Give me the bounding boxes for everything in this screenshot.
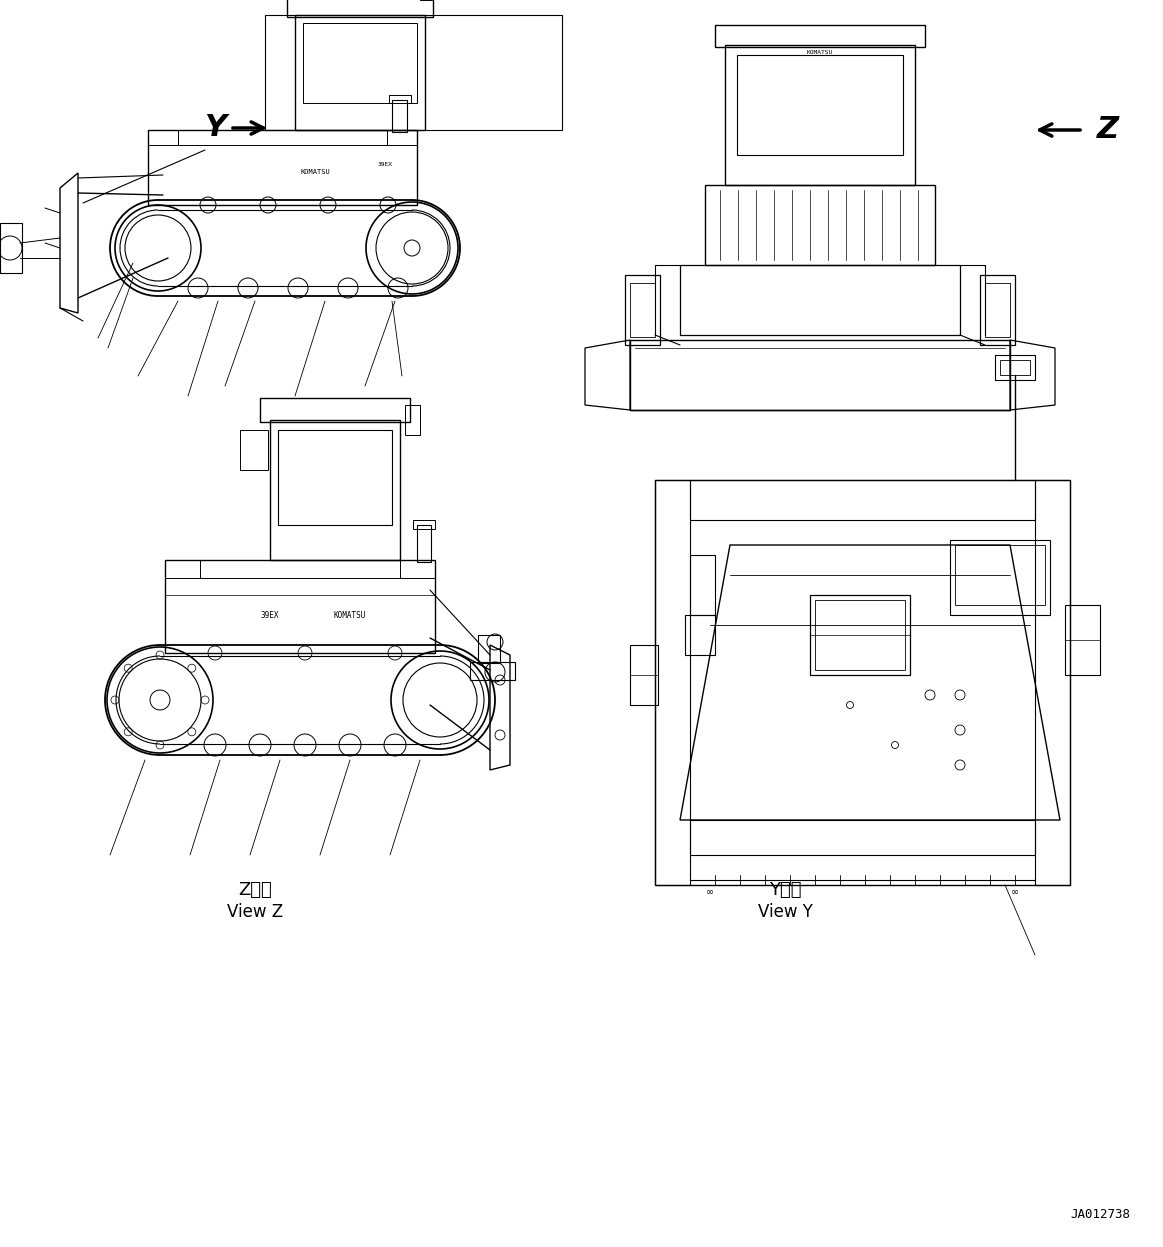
Bar <box>478 635 500 663</box>
Bar <box>625 276 659 345</box>
Bar <box>265 15 562 130</box>
Bar <box>725 45 915 185</box>
Bar <box>1065 605 1100 675</box>
Bar <box>0 223 22 273</box>
Bar <box>630 645 658 705</box>
Text: ∞: ∞ <box>1011 887 1019 897</box>
Bar <box>388 95 411 104</box>
Bar <box>996 355 1035 380</box>
Bar <box>392 100 407 132</box>
Bar <box>715 25 925 47</box>
Text: Z　視: Z 視 <box>238 880 272 899</box>
Bar <box>655 480 690 885</box>
Bar <box>815 600 905 670</box>
Bar <box>685 615 715 655</box>
Bar <box>809 595 909 675</box>
Text: KOMATSU: KOMATSU <box>300 170 330 175</box>
Bar <box>630 283 655 337</box>
Text: View Y: View Y <box>757 903 813 922</box>
Bar <box>680 266 959 335</box>
Bar <box>630 340 1009 410</box>
Text: JA012738: JA012738 <box>1070 1208 1130 1222</box>
Bar <box>304 22 418 104</box>
Bar <box>287 0 433 17</box>
Bar <box>985 283 1009 337</box>
Bar <box>148 130 418 205</box>
Bar <box>950 540 1050 615</box>
Bar <box>405 405 420 435</box>
Text: Y　視: Y 視 <box>769 880 801 899</box>
Bar <box>980 276 1015 345</box>
Text: 39EX: 39EX <box>378 162 392 167</box>
Text: View Z: View Z <box>227 903 283 922</box>
Bar <box>655 480 1070 885</box>
Bar <box>1035 480 1070 885</box>
Bar <box>705 185 935 266</box>
Bar <box>737 55 902 155</box>
Bar <box>278 430 392 525</box>
Text: KOMATSU: KOMATSU <box>807 50 833 56</box>
Text: Z: Z <box>1097 116 1119 145</box>
Bar <box>1000 360 1030 375</box>
Bar <box>413 520 435 529</box>
Bar <box>418 525 431 562</box>
Bar <box>690 555 715 615</box>
Bar <box>690 821 1035 855</box>
Bar <box>261 398 411 421</box>
Bar <box>270 420 400 560</box>
Text: KOMATSU: KOMATSU <box>334 611 366 620</box>
Bar <box>240 430 267 470</box>
Bar <box>955 545 1046 605</box>
Bar <box>690 480 1035 520</box>
Text: Y: Y <box>204 113 226 142</box>
Text: ∞: ∞ <box>706 887 714 897</box>
Text: 39EX: 39EX <box>261 611 279 620</box>
Bar <box>295 15 424 130</box>
Bar <box>470 662 515 680</box>
Bar <box>165 560 435 653</box>
